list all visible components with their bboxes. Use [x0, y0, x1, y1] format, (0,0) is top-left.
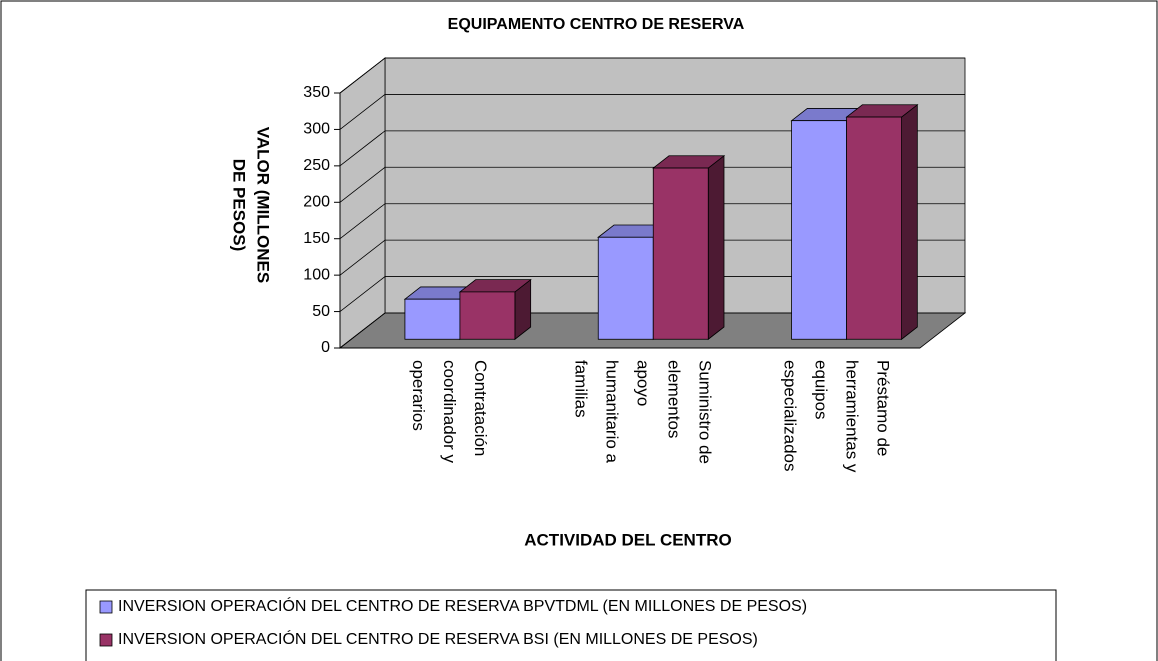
x-tick-label-line: operarios: [409, 360, 428, 431]
y-tick-label: 150: [303, 230, 330, 247]
y-tick-label: 200: [303, 194, 330, 211]
grid-line: [339, 312, 965, 349]
x-tick-label: Contratación coordinador y operarios: [409, 360, 490, 464]
grid-line: [339, 203, 965, 240]
legend-swatch: [99, 633, 113, 647]
bar-front: [791, 120, 847, 340]
y-tick-label: 300: [303, 121, 330, 138]
chart-title: EQUIPAMENTO CENTRO DE RESERVA: [448, 16, 745, 33]
bar-front: [846, 116, 902, 340]
x-tick-label-line: Préstamo de: [873, 360, 892, 456]
y-tick-label: 350: [303, 84, 330, 101]
x-tick-label-line: especializados: [780, 360, 799, 472]
x-tick-label-line: apoyo: [634, 360, 653, 406]
x-tick-label-line: Contratación: [471, 360, 490, 456]
grid-line: [339, 239, 965, 276]
legend-box: [85, 589, 1057, 661]
grid-line: [339, 130, 965, 167]
bar-side: [901, 103, 918, 341]
legend-swatch: [99, 600, 113, 614]
bar-front: [459, 291, 516, 340]
x-tick-label-line: herramientas y: [842, 360, 861, 473]
side-wall: [339, 57, 386, 349]
x-tick-label: Préstamo de herramientas y equipos especial…: [780, 360, 892, 473]
legend-label: INVERSION OPERACIÓN DEL CENTRO DE RESERV…: [118, 629, 758, 648]
bar-front: [404, 298, 461, 340]
grid-line: [339, 57, 965, 94]
y-tick-label: 250: [303, 157, 330, 174]
x-tick-label-line: Suministro de: [696, 360, 715, 464]
grid-line: [339, 94, 965, 130]
y-axis-title-line: DE PESOS): [230, 159, 249, 252]
x-tick-label-line: coordinador y: [440, 360, 459, 464]
grid-line: [339, 166, 965, 203]
legend-label: INVERSION OPERACIÓN DEL CENTRO DE RESERV…: [118, 596, 807, 615]
y-axis-title-line: VALOR (MILLONES: [254, 127, 273, 283]
y-tick-label: 50: [312, 303, 330, 320]
x-tick-label-line: elementos: [665, 360, 684, 438]
x-tick-label: Suministro de elementos apoyo humanitario a…: [572, 360, 715, 464]
bar: [458, 278, 532, 341]
x-axis-title: ACTIVIDAD DEL CENTRO: [524, 530, 731, 549]
bar-front: [597, 236, 654, 340]
x-tick-label-line: humanitario a: [603, 360, 622, 464]
y-tick-label: 100: [303, 266, 330, 283]
y-tick-label: 0: [321, 339, 330, 356]
x-tick-label-line: familias: [572, 360, 591, 418]
x-tick-label-line: equipos: [811, 360, 830, 420]
bar: [845, 103, 919, 341]
bar: [652, 154, 726, 341]
bar-side: [707, 154, 725, 341]
bar-front: [652, 167, 709, 340]
grid-line: [339, 276, 965, 312]
y-axis-title: VALOR (MILLONES DE PESOS): [230, 127, 273, 283]
